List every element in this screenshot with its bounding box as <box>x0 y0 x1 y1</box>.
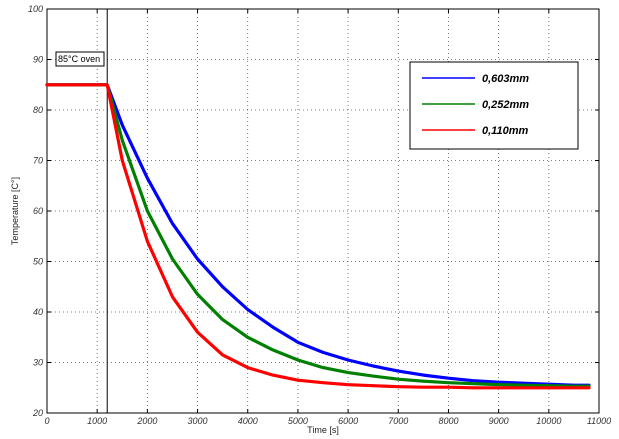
oven-annotation-label: 85°C oven <box>58 54 100 64</box>
series-line-0-603mm <box>45 83 591 387</box>
x-tick-label: 7000 <box>388 416 408 426</box>
oven-annotation-box <box>55 51 105 67</box>
x-tick-label: 10000 <box>536 416 561 426</box>
x-tick-label: 3000 <box>188 416 208 426</box>
x-tick-label: 0 <box>44 416 49 426</box>
y-tick-label: 30 <box>33 358 43 368</box>
x-axis-ticks: 0 1000 2000 3000 4000 5000 6000 7000 8000 9000 100… <box>44 9 611 426</box>
y-tick-label: 100 <box>28 4 43 14</box>
x-tick-label: 1000 <box>87 416 107 426</box>
y-tick-label: 70 <box>33 156 43 166</box>
legend-box <box>409 61 579 150</box>
x-tick-label: 2000 <box>136 416 157 426</box>
series-line-0-110mm <box>45 83 591 390</box>
x-tick-label: 8000 <box>438 416 458 426</box>
x-axis-label: Time [s] <box>307 425 339 435</box>
x-tick-label: 5000 <box>288 416 308 426</box>
y-axis-ticks: 20 30 40 50 60 70 80 90 100 <box>28 4 599 418</box>
legend-label: 0,252mm <box>482 99 529 111</box>
grid-lines <box>47 9 599 413</box>
y-tick-label: 80 <box>33 105 43 115</box>
legend-label: 0,603mm <box>482 73 529 85</box>
series-line-0-252mm <box>45 83 591 388</box>
y-tick-label: 40 <box>33 307 43 317</box>
legend-label: 0,110mm <box>482 125 528 137</box>
x-tick-label: 4000 <box>238 416 258 426</box>
x-tick-label: 9000 <box>489 416 509 426</box>
x-tick-label: 11000 <box>587 416 611 426</box>
x-tick-label: 6000 <box>338 416 358 426</box>
oven-annotation: 85°C oven <box>55 51 105 67</box>
legend: 0,603mm 0,252mm 0,110mm <box>409 61 579 150</box>
y-tick-label: 60 <box>33 206 43 216</box>
y-tick-label: 90 <box>33 55 43 65</box>
y-tick-label: 20 <box>32 408 43 418</box>
y-axis-label: Temperature [C°] <box>10 177 20 245</box>
y-tick-label: 50 <box>33 257 43 267</box>
series-layer <box>45 83 591 390</box>
